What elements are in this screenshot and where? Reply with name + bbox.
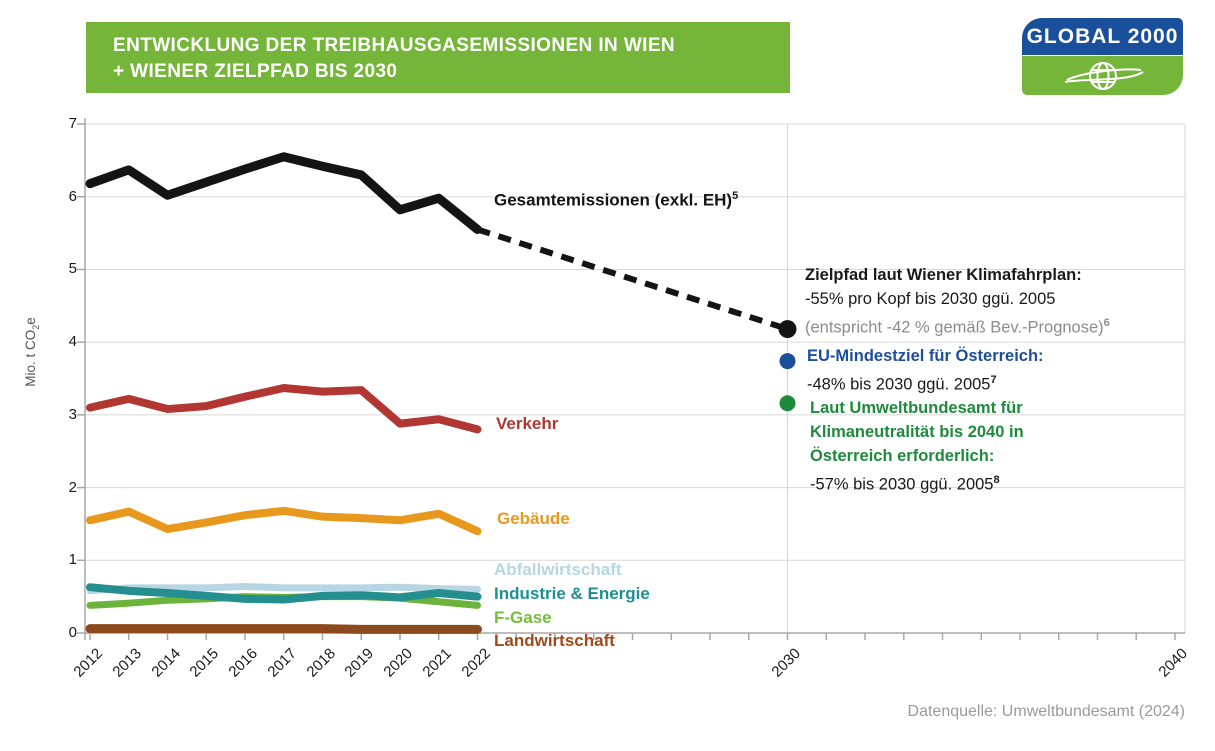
y-axis-unit-suffix: e: [23, 317, 39, 325]
series-line-abfallwirtschaft: [86, 582, 481, 595]
y-tick-label-4: 4: [68, 333, 77, 351]
annotation-zielpfad-line2: -55% pro Kopf bis 2030 ggü. 2005: [805, 290, 1056, 308]
annotation-eu-title: EU-Mindestziel für Österreich:: [807, 347, 1044, 365]
globe-icon: [1022, 56, 1183, 95]
annotation-zielpfad-title: Zielpfad laut Wiener Klimafahrplan:: [805, 266, 1082, 284]
label-f-gase: F-Gase: [494, 608, 552, 627]
title-banner: ENTWICKLUNG DER TREIBHAUSGASEMISSIONEN I…: [86, 22, 790, 93]
y-axis-title: Mio. t CO2e: [23, 317, 41, 387]
footnote-8: 8: [993, 474, 1000, 486]
annotation-zielpfad: Zielpfad laut Wiener Klimafahrplan: -55%…: [805, 263, 1110, 340]
y-tick-label-7: 7: [68, 115, 77, 133]
annotation-uba: Laut Umweltbundesamt für Klimaneutralitä…: [810, 396, 1024, 497]
global2000-logo-text: GLOBAL 2000: [1022, 18, 1183, 55]
y-tick-label-1: 1: [68, 551, 77, 569]
label-verkehr: Verkehr: [496, 414, 559, 433]
series-line-geb-ude: [86, 506, 482, 536]
label-abfallwirtschaft: Abfallwirtschaft: [494, 560, 622, 579]
footnote-6: 6: [1103, 317, 1110, 329]
label-gesamtemissionen: Gesamtemissionen (exkl. EH)5: [494, 190, 738, 211]
y-tick-label-3: 3: [68, 405, 77, 423]
annotation-zielpfad-line3-text: (entspricht -42 % gemäß Bev.-Prognose): [805, 318, 1104, 337]
series-line-gesamtemissionen-exkl-eh-: [85, 152, 482, 234]
footnote-5: 5: [732, 190, 739, 202]
series-line-industrie-energie: [86, 583, 482, 604]
series-line-verkehr: [86, 383, 482, 434]
annotation-uba-title3: Österreich erforderlich:: [810, 447, 995, 465]
annotation-eu-line2-text: -48% bis 2030 ggü. 2005: [807, 375, 991, 394]
y-tick-label-0: 0: [68, 624, 77, 641]
target-dot-laut-umweltbundesamt-erforderlich: [779, 395, 796, 412]
label-landwirtschaft: Landwirtschaft: [494, 631, 615, 650]
series-line-landwirtschaft: [85, 624, 482, 634]
page-title-line2: + WIENER ZIELPFAD BIS 2030: [113, 61, 398, 82]
label-gesamtemissionen-text: Gesamtemissionen (exkl. EH): [494, 190, 733, 210]
y-axis-unit-sub: 2: [30, 324, 41, 330]
target-dot-eu-mindestziel-f-r-sterreich: [779, 353, 796, 370]
footnote-7: 7: [990, 374, 997, 386]
data-source: Datenquelle: Umweltbundesamt (2024): [907, 703, 1185, 720]
annotation-eu: EU-Mindestziel für Österreich: -48% bis …: [807, 344, 1044, 397]
label-gebaeude: Gebäude: [497, 509, 570, 528]
annotation-uba-line4-text: -57% bis 2030 ggü. 2005: [810, 475, 994, 494]
label-industrie-energie: Industrie & Energie: [494, 584, 650, 603]
page-title-line1: ENTWICKLUNG DER TREIBHAUSGASEMISSIONEN I…: [113, 35, 676, 56]
y-axis-unit: Mio. t CO: [23, 329, 39, 387]
annotation-uba-title1: Laut Umweltbundesamt für: [810, 399, 1023, 417]
global2000-logo: GLOBAL 2000: [1022, 18, 1183, 95]
annotation-zielpfad-line3: (entspricht -42 % gemäß Bev.-Prognose)6: [805, 311, 1110, 340]
projection-dashed-line: [476, 226, 789, 332]
annotation-uba-title2: Klimaneutralität bis 2040 in: [810, 423, 1024, 441]
annotation-eu-line2: -48% bis 2030 ggü. 20057: [807, 368, 1044, 397]
target-dot-zielpfad-laut-wiener-klimafahrplan: [778, 320, 797, 339]
y-tick-label-6: 6: [68, 187, 77, 205]
annotation-uba-line4: -57% bis 2030 ggü. 20058: [810, 468, 1024, 497]
y-tick-label-2: 2: [68, 478, 77, 496]
y-tick-label-5: 5: [68, 260, 77, 278]
